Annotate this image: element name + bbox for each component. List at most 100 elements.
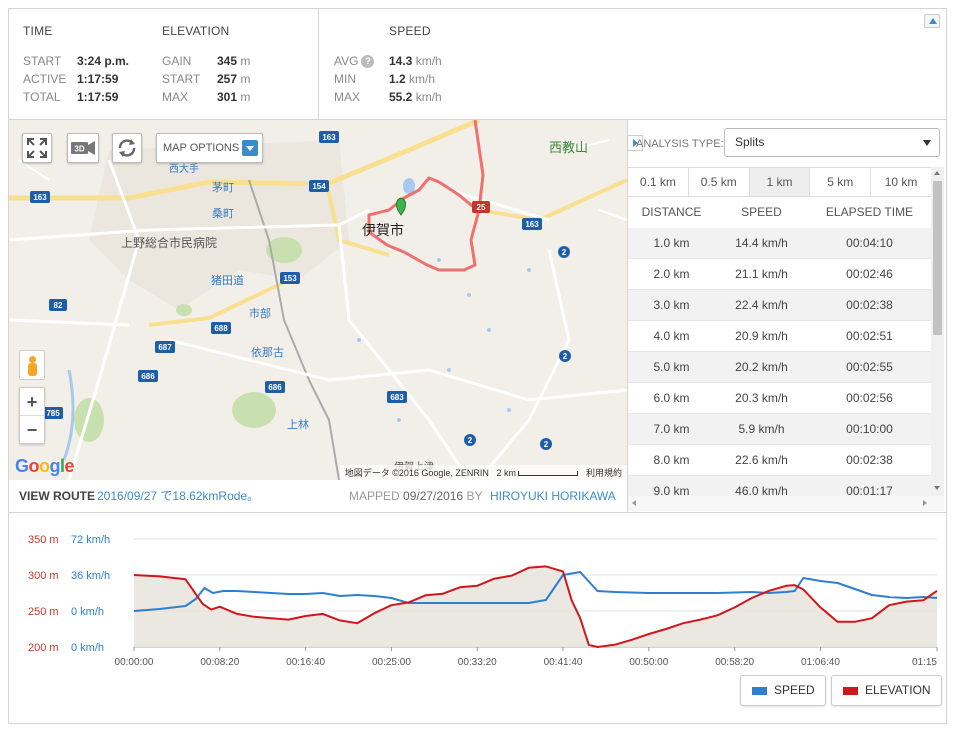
chevron-down-icon [242,140,258,156]
tab-5km[interactable]: 5 km [810,168,872,196]
scrollbar-thumb[interactable] [933,181,942,335]
speed-title: SPEED [389,24,431,38]
table-row: 9.0 km 46.0 km/h 00:01:17 [628,476,931,496]
elevation-series-line [133,565,938,648]
speed-series-line [133,571,938,612]
time-active-label: ACTIVE [23,72,67,86]
elev-start-value: 257 m [217,72,251,86]
view-3d-button[interactable]: 3D [67,133,99,163]
speed-max-value: 55.2 km/h [389,90,442,104]
attribution-text: 地図データ ©2016 Google, ZENRIN [344,468,489,478]
stats-summary: TIME START 3:24 p.m. ACTIVE 1:17:59 TOTA… [9,9,946,120]
table-row: 8.0 km 22.6 km/h 00:02:38 [628,445,931,476]
col-distance: DISTANCE [641,205,702,219]
map-label-nishiotemachi: 西大手 [169,164,199,175]
fullscreen-button[interactable] [22,133,52,163]
table-row: 4.0 km 20.9 km/h 00:02:51 [628,321,931,352]
x-tick-label: 00:25:00 [372,657,411,668]
help-icon[interactable]: ? [361,55,375,68]
view-route-label: VIEW ROUTE [19,489,96,503]
street-view-pegman-icon[interactable] [19,350,45,380]
elev-start-label: START [162,72,201,86]
table-row: 6.0 km 20.3 km/h 00:02:56 [628,383,931,414]
x-tick-label: 00:00:00 [115,657,154,668]
map-label-ichibe: 市部 [249,308,271,320]
table-row: 3.0 km 22.4 km/h 00:02:38 [628,290,931,321]
speed-avg-value: 14.3 km/h [389,54,442,68]
table-horizontal-scrollbar[interactable] [628,496,944,511]
col-speed: SPEED [741,205,782,219]
google-logo: Google [15,456,75,476]
table-row: 7.0 km 5.9 km/h 00:10:00 [628,414,931,445]
tab-0-1km[interactable]: 0.1 km [628,168,689,196]
route-path [367,120,485,272]
x-tick-label: 00:58:20 [715,657,754,668]
speed-swatch [752,687,767,695]
x-tick-label: 01:15 [912,657,937,668]
map-label-hospital: 上野総合市民病院 [121,236,218,250]
table-row: 2.0 km 21.1 km/h 00:02:46 [628,259,931,290]
view-3d-label: 3D [74,145,84,154]
tab-1km[interactable]: 1 km [749,168,811,196]
map-canvas [9,120,627,480]
x-tick-label: 00:08:20 [200,657,239,668]
chart-canvas: 350 m 72 km/h 300 m 36 km/h 250 m 0 km/h 200 m… [28,534,938,668]
x-tick-label: 00:41:40 [544,657,583,668]
route-caption: VIEW ROUTE 2016/09/27 で18.62kmRode。 MAPP… [9,480,627,513]
collapse-stats-button[interactable] [924,14,940,28]
terms-link[interactable]: 利用規約 [585,468,622,478]
zoom-control: + − [19,387,45,444]
x-tick-label: 00:50:00 [629,657,668,668]
x-tick-label: 00:33:20 [458,657,497,668]
tab-10km[interactable]: 10 km [871,168,931,196]
elev-max-label: MAX [162,90,189,104]
legend-speed-toggle[interactable]: SPEED [740,675,826,706]
map-attribution: 地図データ ©2016 Google, ZENRIN 2 km 利用規約 [339,465,627,480]
activity-panel: TIME START 3:24 p.m. ACTIVE 1:17:59 TOTA… [8,8,947,724]
speed-avg-label: AVG? [334,54,375,68]
zoom-out-button[interactable]: − [26,420,38,440]
elevation-title: ELEVATION [162,24,230,38]
col-elapsed: ELAPSED TIME [825,205,914,219]
speed-tick-label: 72 km/h [71,534,110,546]
elevation-tick-label: 250 m [28,606,59,618]
time-start-label: START [23,54,62,68]
speed-min-value: 1.2 km/h [389,72,436,86]
replay-button[interactable] [112,133,142,163]
legend-elevation-toggle[interactable]: ELEVATION [831,675,942,706]
expand-map-button[interactable] [627,135,643,151]
tab-0-5km[interactable]: 0.5 km [688,168,750,196]
map-label-city: 伊賀市 [362,222,404,238]
speed-min-label: MIN [334,72,356,86]
route-name-link[interactable]: 2016/09/27 で18.62kmRode。 [97,489,260,503]
time-total-label: TOTAL [23,90,61,104]
analysis-type-select[interactable]: Splits [724,128,940,157]
splits-table-body: 1.0 km 14.4 km/h 00:04:10 2.0 km 21.1 km/h 0… [628,228,931,496]
elev-gain-label: GAIN [162,54,192,68]
table-row: 1.0 km 14.4 km/h 00:04:10 [628,228,931,259]
replay-icon [118,139,136,157]
elevation-swatch [843,687,858,695]
map-label-inadamichi: 猪田道 [211,275,244,287]
elevation-tick-label: 200 m [28,642,59,654]
table-vertical-scrollbar[interactable] [931,167,944,496]
map-label-ianako: 依那古 [251,347,284,359]
camera-3d-icon: 3D [71,141,95,155]
x-tick-label: 01:06:40 [801,657,840,668]
elevation-area [134,566,937,647]
speed-tick-label: 0 km/h [71,642,104,654]
author-link[interactable]: HIROYUKI HORIKAWA [490,489,616,503]
fullscreen-icon [27,138,47,158]
map-label-kamibayashi: 上林 [287,419,309,431]
map-options-label: MAP OPTIONS [163,142,240,154]
route-map[interactable]: 163 163 163 154 153 688 687 686 686 683 … [9,120,627,480]
mapped-info: MAPPED 09/27/2016 BY [349,489,483,503]
time-total-value: 1:17:59 [77,90,119,104]
zoom-in-button[interactable]: + [20,388,44,416]
map-options-dropdown[interactable]: MAP OPTIONS [156,133,263,163]
elevation-speed-chart: 350 m 72 km/h 300 m 36 km/h 250 m 0 km/h 200 m… [9,513,946,723]
stats-divider [318,9,319,120]
x-tick-label: 00:16:40 [286,657,325,668]
speed-tick-label: 0 km/h [71,606,104,618]
elevation-tick-label: 300 m [28,570,59,582]
